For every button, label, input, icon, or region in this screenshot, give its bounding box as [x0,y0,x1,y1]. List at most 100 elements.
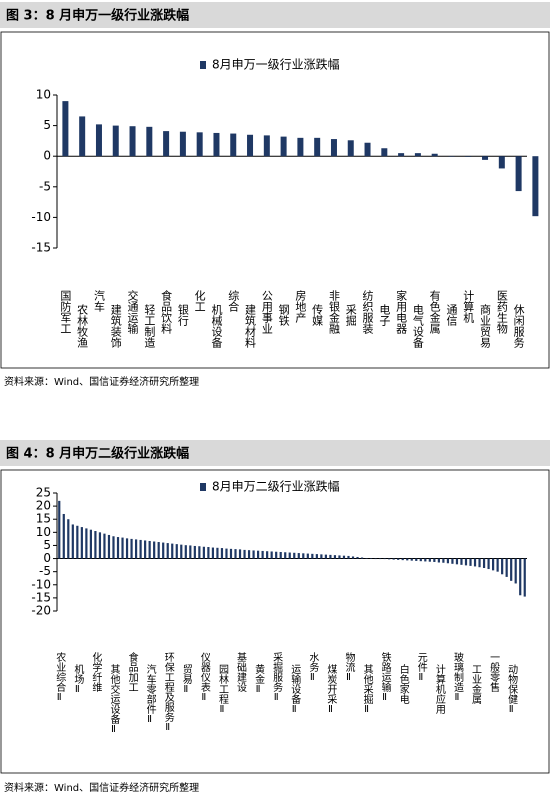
bar [129,126,136,157]
x-tick-label: 汽车 [92,289,105,313]
bar [103,533,106,559]
x-tick-label: 医药生物 [495,290,508,334]
x-tick-label: 计算机应用 [433,663,445,715]
legend-label: 8月申万一级行业涨跌幅 [212,57,340,72]
bar [94,531,97,559]
bar [397,558,400,560]
bar [76,525,79,559]
bar [414,153,421,157]
bar [280,136,287,157]
bar [297,137,304,157]
x-tick-label: 传媒 [311,304,324,327]
x-tick-label: 钢铁 [277,304,290,326]
x-tick-label: 建筑材料 [244,303,257,349]
bar [179,131,186,157]
bar [234,549,237,559]
figure-title: 图 4：8 月申万二级行业涨跌幅 [6,446,189,462]
y-tick-label: -15 [31,590,51,604]
x-tick-label: 物流Ⅱ [343,651,355,683]
bar [333,555,337,559]
bar [130,538,133,559]
bar [465,156,472,157]
y-tick-label: 0 [43,551,51,565]
bar [433,558,436,562]
bar [196,132,203,157]
bar [85,528,88,559]
bar [379,558,382,560]
y-tick-label: 10 [36,525,51,539]
bar [406,558,409,561]
bar [315,554,318,559]
bar [383,558,386,560]
bar [482,558,486,568]
bar [95,124,102,157]
bar [306,553,309,559]
bar [112,536,115,559]
y-tick-label: 5 [43,118,51,132]
bar [437,558,440,563]
x-tick-label: 休闲服务 [512,304,525,348]
bar [515,156,522,192]
y-tick-label: 0 [43,149,51,163]
x-tick-label: 水务Ⅱ [307,652,319,683]
bar [302,553,305,559]
bar [157,542,160,559]
bar [62,513,65,559]
x-tick-label: 食品加工 [126,651,138,692]
bar [356,556,359,559]
bar [166,543,169,559]
bar [478,558,481,568]
x-tick-label: 环保工程及服务Ⅱ [162,652,174,733]
bar [451,558,454,564]
bar [505,558,508,577]
bar [324,554,327,559]
y-tick-label: -5 [39,179,51,193]
bar [469,558,472,566]
bar [351,556,355,559]
x-tick-label: 贸易Ⅱ [180,664,192,695]
bar [365,558,368,559]
x-tick-label: 玻璃制造Ⅱ [451,651,463,703]
bar [198,546,201,559]
x-tick-label: 商业贸易 [479,303,492,349]
bar [464,558,468,566]
bar [448,156,455,157]
bar [401,558,404,561]
bar [171,543,174,559]
x-tick-label: 铁路运输Ⅱ [379,651,391,703]
bar [67,519,70,559]
x-tick-label: 纺织服装 [361,289,374,335]
bar [392,558,395,560]
bar [388,558,391,560]
bar [297,553,300,559]
bar [415,558,418,561]
bar [347,140,354,157]
y-tick-label: 10 [36,88,51,102]
bar [220,548,224,559]
x-tick-label: 房地产 [294,290,307,324]
x-tick-label: 其他交运设备Ⅱ [108,664,120,735]
bar [330,139,337,157]
bar [410,558,413,561]
bar [455,558,459,565]
bar [139,539,142,559]
x-tick-label: 轻工制造 [143,303,156,348]
bar [80,527,83,559]
bar [482,156,489,160]
source-note: 资料来源：Wind、国信证券经济研究所整理 [4,781,199,794]
bar [238,549,242,559]
bar [261,550,264,559]
bar [79,116,86,157]
bar [243,549,246,559]
source-note: 资料来源：Wind、国信证券经济研究所整理 [4,375,199,388]
bar [381,148,388,157]
x-tick-label: 机场Ⅱ [72,663,84,695]
bar [266,551,269,559]
y-tick-label: 20 [36,499,51,513]
bar [279,552,282,559]
x-tick-label: 工业金属 [470,664,482,705]
x-tick-label: 一般零售 [488,652,500,693]
x-tick-label: 动物保健Ⅱ [506,664,518,715]
bar [424,558,427,562]
